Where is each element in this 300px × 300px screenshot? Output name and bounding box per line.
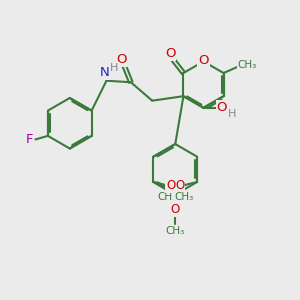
Text: O: O: [165, 46, 175, 60]
Text: O: O: [171, 203, 180, 216]
Text: CH₃: CH₃: [166, 226, 185, 236]
Text: O: O: [217, 101, 227, 114]
Text: F: F: [26, 133, 33, 146]
Text: O: O: [175, 179, 184, 192]
Text: O: O: [117, 53, 127, 66]
Text: CH₃: CH₃: [174, 192, 193, 203]
Text: H: H: [110, 63, 119, 73]
Text: O: O: [198, 54, 209, 67]
Text: N: N: [100, 66, 110, 79]
Text: H: H: [228, 109, 236, 119]
Text: CH₃: CH₃: [238, 60, 257, 70]
Text: CH₃: CH₃: [157, 192, 176, 203]
Text: O: O: [166, 179, 175, 192]
